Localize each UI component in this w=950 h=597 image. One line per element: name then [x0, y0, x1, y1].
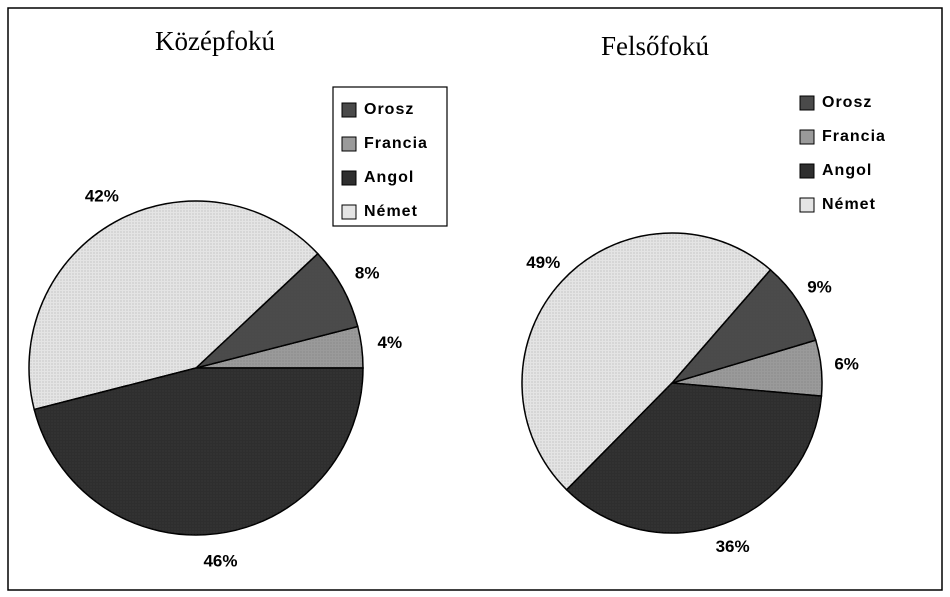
slice-texture [521, 232, 771, 490]
data-label: 49% [526, 253, 560, 272]
legend-label: Francia [364, 135, 428, 152]
legend-swatch [341, 170, 357, 186]
chart-title: Középfokú [155, 26, 275, 56]
legend-swatch [799, 197, 815, 213]
legend-swatch [341, 136, 357, 152]
legend-label: Francia [822, 128, 886, 145]
legend-label: Angol [364, 169, 414, 186]
legend-label: Orosz [822, 94, 872, 111]
slice-texture [672, 340, 822, 397]
chart-title: Felsőfokú [601, 31, 710, 61]
slice-texture [196, 253, 358, 368]
legend-swatch [799, 95, 815, 111]
legend-swatch [799, 129, 815, 145]
legend-label: Német [822, 196, 876, 213]
legend-swatch [341, 102, 357, 118]
slice-texture [566, 383, 822, 533]
slice-texture [28, 201, 318, 410]
data-label: 46% [203, 551, 237, 570]
slice-texture [34, 368, 364, 536]
legend-label: Angol [822, 162, 872, 179]
slice-texture [672, 269, 816, 383]
data-label: 6% [834, 355, 859, 374]
legend-label: Orosz [364, 101, 414, 118]
legend-label: Német [364, 203, 418, 220]
data-label: 36% [716, 537, 750, 556]
legend-swatch [799, 163, 815, 179]
data-label: 4% [378, 333, 403, 352]
data-label: 42% [85, 186, 119, 205]
legend-swatch [341, 204, 357, 220]
legend-box [332, 86, 448, 227]
data-label: 8% [355, 263, 380, 282]
data-label: 9% [807, 277, 832, 296]
